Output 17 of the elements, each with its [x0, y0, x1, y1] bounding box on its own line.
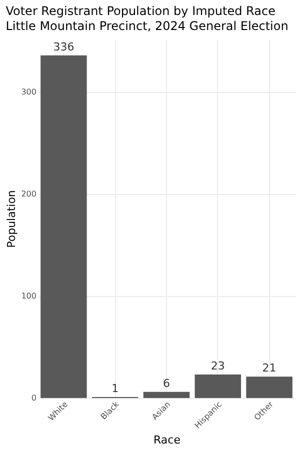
bar: [40, 55, 87, 398]
bar: [246, 376, 292, 398]
x-axis-title: Race: [154, 433, 181, 446]
y-tick-label: 300: [21, 88, 36, 97]
y-tick-label: 100: [21, 292, 36, 301]
y-tick-label: 200: [21, 190, 36, 199]
chart-subtitle: Little Mountain Precinct, 2024 General Election: [6, 19, 288, 33]
data-label: 21: [262, 362, 276, 375]
chart-title: Voter Registrant Population by Imputed Race: [6, 4, 276, 18]
data-label: 336: [53, 40, 74, 54]
bar: [194, 374, 242, 398]
data-label: 6: [163, 376, 170, 390]
data-label: 23: [210, 360, 225, 373]
bar: [143, 392, 190, 398]
y-axis-title: Population: [5, 190, 18, 248]
y-tick-label: 0: [31, 394, 36, 402]
data-label: 1: [112, 382, 119, 395]
